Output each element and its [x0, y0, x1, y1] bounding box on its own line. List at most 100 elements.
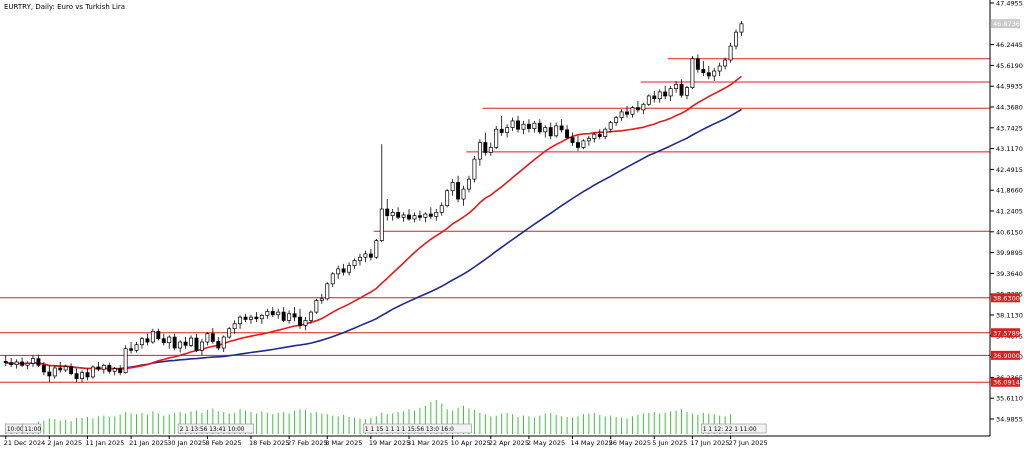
candle-86 [472, 155, 477, 183]
candle-4 [25, 361, 30, 370]
candle-105 [576, 135, 580, 151]
candle-37 [205, 332, 210, 346]
candle-77 [423, 212, 428, 223]
candle-14 [80, 370, 84, 382]
candle-body-16 [90, 366, 95, 378]
candle-1 [9, 357, 14, 367]
candle-93 [510, 117, 515, 131]
candle-71 [390, 209, 395, 221]
x-tick-label-0: 21 Dec 2024 [4, 439, 46, 447]
candle-body-134 [734, 31, 738, 47]
candle-body-129 [706, 72, 711, 77]
candle-body-37 [205, 333, 210, 343]
candle-body-106 [581, 140, 586, 148]
candle-body-84 [461, 188, 466, 200]
x-tick-label-8: 8 Mar 2025 [325, 439, 362, 447]
candle-body-8 [47, 371, 52, 377]
price-tag-2: 37.5789 [993, 329, 1020, 337]
y-tick-label-2: 45.6190 [996, 62, 1023, 70]
candle-body-55 [303, 320, 308, 326]
candle-55 [303, 317, 308, 331]
candle-51 [281, 307, 286, 323]
candle-23 [129, 342, 134, 354]
candle-99 [543, 125, 548, 138]
x-tick-label-9: 19 Mar 2025 [369, 439, 410, 447]
candle-body-109 [597, 133, 602, 137]
candle-5 [31, 355, 35, 367]
x-tick-label-14: 14 May 2025 [571, 439, 613, 447]
candle-body-13 [74, 373, 79, 379]
y-tick-label-19: 34.9855 [996, 416, 1023, 424]
candle-body-5 [31, 358, 35, 364]
candle-body-47 [259, 315, 264, 320]
time-markers: 10:00 11:00 2 1 13:56 13:41 10:00 1 1 15 1 … [5, 423, 767, 434]
candle-19 [107, 362, 112, 374]
candle-26 [145, 333, 150, 346]
time-marker-box-4 [701, 423, 767, 434]
price-tag-4: 36.0914 [993, 379, 1020, 387]
x-tick-label-13: 2 May 2025 [527, 439, 565, 447]
candle-82 [450, 179, 455, 196]
candles [3, 21, 744, 382]
candle-6 [36, 354, 41, 367]
candle-11 [63, 364, 68, 372]
candle-20 [112, 366, 117, 376]
candle-body-39 [216, 341, 221, 349]
candle-133 [728, 42, 733, 63]
candle-81 [445, 189, 450, 208]
candle-52 [287, 310, 292, 324]
candle-body-125 [685, 87, 689, 96]
candle-114 [625, 105, 629, 118]
price-tag-0: 46.8736 [993, 20, 1020, 28]
candle-89 [488, 142, 493, 156]
candle-8 [47, 365, 52, 382]
candle-132 [723, 57, 728, 70]
y-tick-label-18: 35.6110 [996, 395, 1023, 403]
candle-body-26 [145, 338, 150, 343]
time-marker-box-3 [363, 423, 472, 434]
y-tick-label-10: 40.6150 [996, 228, 1023, 236]
candle-body-104 [570, 137, 575, 143]
candle-body-124 [679, 83, 684, 96]
candle-body-119 [652, 95, 657, 99]
candle-body-18 [101, 364, 106, 370]
y-tick-label-11: 39.9895 [996, 249, 1023, 257]
candle-7 [41, 361, 46, 376]
candle-115 [630, 105, 635, 118]
candle-124 [679, 79, 684, 98]
candle-body-34 [189, 337, 193, 346]
price-tag-bg-0 [991, 19, 1020, 29]
candle-body-121 [663, 91, 668, 97]
candle-body-1 [9, 362, 14, 365]
candle-16 [90, 365, 95, 379]
candle-10 [58, 361, 63, 373]
candle-body-122 [668, 88, 673, 97]
candle-73 [401, 212, 406, 222]
candle-body-53 [292, 313, 297, 318]
candle-body-43 [238, 316, 243, 325]
candle-body-59 [325, 283, 330, 300]
candle-29 [161, 333, 166, 346]
candle-12 [69, 363, 74, 376]
candle-129 [706, 66, 711, 80]
candle-78 [428, 207, 433, 219]
x-tick-label-15: 26 May 2025 [609, 439, 651, 447]
candle-body-48 [265, 311, 270, 316]
candle-134 [734, 29, 738, 50]
moving-averages [5, 75, 742, 371]
candle-body-15 [85, 372, 90, 378]
y-tick-label-3: 44.9935 [996, 83, 1023, 91]
candle-35 [194, 333, 199, 353]
candle-body-98 [537, 122, 542, 133]
ma-fast-line [5, 75, 742, 371]
candle-body-58 [319, 298, 324, 301]
candle-102 [559, 119, 564, 133]
y-tick-label-1: 46.2445 [996, 41, 1023, 49]
candle-103 [565, 125, 570, 140]
candle-25 [140, 337, 144, 349]
candle-67 [368, 248, 373, 261]
candle-body-31 [172, 336, 177, 349]
candle-32 [178, 340, 183, 353]
